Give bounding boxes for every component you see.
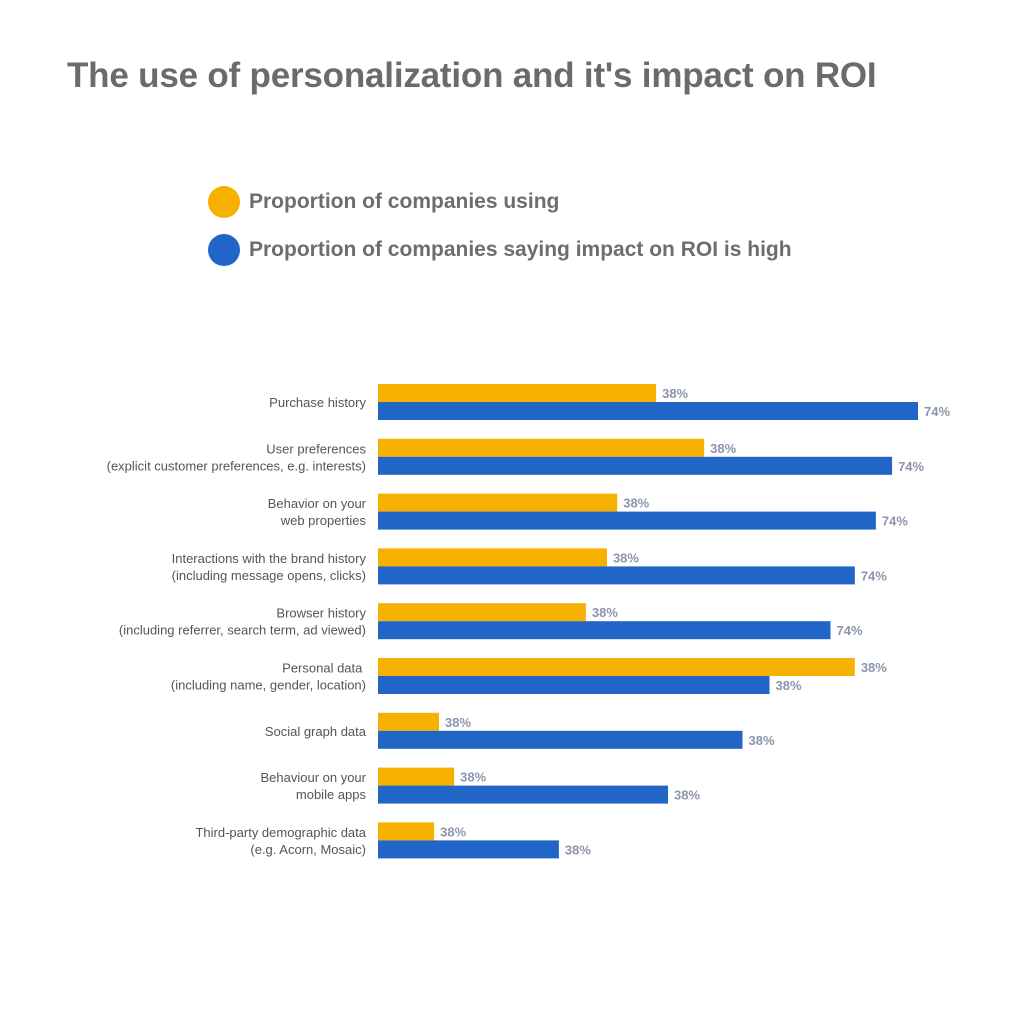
bar-companies-using <box>378 712 440 731</box>
legend-item-companies-using: Proportion of companies using <box>208 186 792 218</box>
data-label: 38% <box>710 441 736 456</box>
category-label: User preferences (explicit customer prefe… <box>107 441 367 473</box>
data-label: 38% <box>440 824 466 839</box>
data-label: 38% <box>565 842 591 857</box>
bar-roi-impact-high <box>378 511 876 530</box>
legend-circle-marker-icon <box>208 234 240 266</box>
legend-label: Proportion of companies using <box>249 190 560 213</box>
bar-roi-impact-high <box>378 402 918 420</box>
data-label: 38% <box>749 733 775 748</box>
data-label: 38% <box>613 550 639 565</box>
bar-companies-using <box>378 603 586 622</box>
data-label: 38% <box>776 678 802 693</box>
category-label: Browser history (including referrer, sear… <box>119 606 367 638</box>
bar-roi-impact-high <box>378 621 831 640</box>
category-label: Purchase history <box>269 395 366 410</box>
chart-title: The use of personalization and it's impa… <box>67 56 877 95</box>
data-label: 74% <box>837 623 863 638</box>
bar-roi-impact-high <box>378 785 668 804</box>
data-label: 74% <box>924 404 950 419</box>
data-label: 38% <box>460 770 486 785</box>
data-label: 74% <box>861 568 887 583</box>
legend-circle-marker-icon <box>208 186 240 218</box>
category-label: Behavior on your web properties <box>268 496 367 528</box>
data-label: 74% <box>882 514 908 529</box>
data-label: 38% <box>861 660 887 675</box>
bar-companies-using <box>378 493 618 512</box>
bar-companies-using <box>378 438 705 457</box>
legend-item-roi-impact-high: Proportion of companies saying impact on… <box>208 234 792 266</box>
bar-companies-using <box>378 822 435 841</box>
data-label: 38% <box>445 715 471 730</box>
bar-companies-using <box>378 767 455 786</box>
legend-label: Proportion of companies saying impact on… <box>249 238 792 261</box>
category-label: Social graph data <box>265 724 367 739</box>
bar-companies-using <box>378 548 607 567</box>
data-label: 38% <box>674 788 700 803</box>
category-label: Personal data (including name, gender, l… <box>171 661 366 693</box>
category-label: Interactions with the brand history (incl… <box>172 551 367 583</box>
category-label: Third-party demographic data (e.g. Acorn,… <box>195 825 366 857</box>
bar-companies-using <box>378 384 657 402</box>
chart-legend: Proportion of companies using Proportion… <box>208 186 792 282</box>
bar-companies-using <box>378 658 855 676</box>
bar-roi-impact-high <box>378 676 770 694</box>
data-label: 38% <box>592 605 618 620</box>
data-label: 38% <box>623 496 649 511</box>
bar-roi-impact-high <box>378 730 743 749</box>
data-label: 74% <box>898 459 924 474</box>
category-label: Behaviour on your mobile apps <box>260 770 366 802</box>
data-label: 38% <box>662 386 688 401</box>
bar-roi-impact-high <box>378 456 893 475</box>
bar-roi-impact-high <box>378 566 855 585</box>
bar-roi-impact-high <box>378 840 559 859</box>
